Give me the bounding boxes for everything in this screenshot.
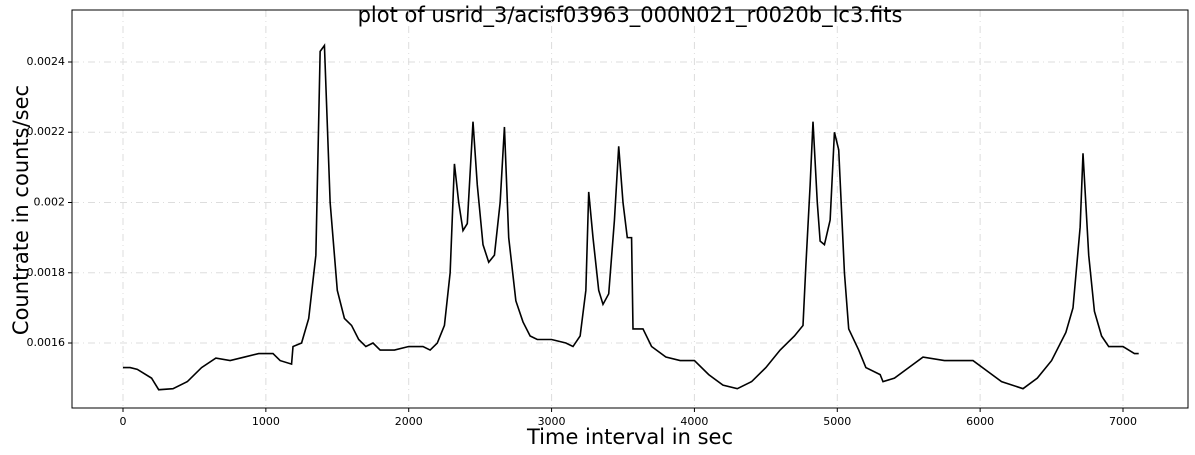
- y-tick-label: 0.002: [34, 196, 66, 209]
- x-tick-label: 5000: [823, 415, 851, 428]
- y-tick-label: 0.0018: [27, 266, 66, 279]
- x-axis-label: Time interval in sec: [526, 425, 733, 449]
- x-tick-label: 4000: [680, 415, 708, 428]
- x-tick-label: 3000: [538, 415, 566, 428]
- chart-title: plot of usrid_3/acisf03963_000N021_r0020…: [358, 3, 903, 28]
- y-tick-label: 0.0024: [27, 55, 66, 68]
- x-tick-label: 1000: [252, 415, 280, 428]
- y-axis-label: Countrate in counts/sec: [9, 85, 33, 335]
- plot-frame: [71, 9, 1189, 409]
- x-tick-label: 0: [120, 415, 127, 428]
- x-tick-label: 6000: [966, 415, 994, 428]
- data-line: [123, 43, 1139, 391]
- x-tick-label: 7000: [1109, 415, 1137, 428]
- y-tick-label: 0.0016: [27, 336, 66, 349]
- x-tick-label: 2000: [395, 415, 423, 428]
- y-tick-label: 0.0022: [27, 125, 66, 138]
